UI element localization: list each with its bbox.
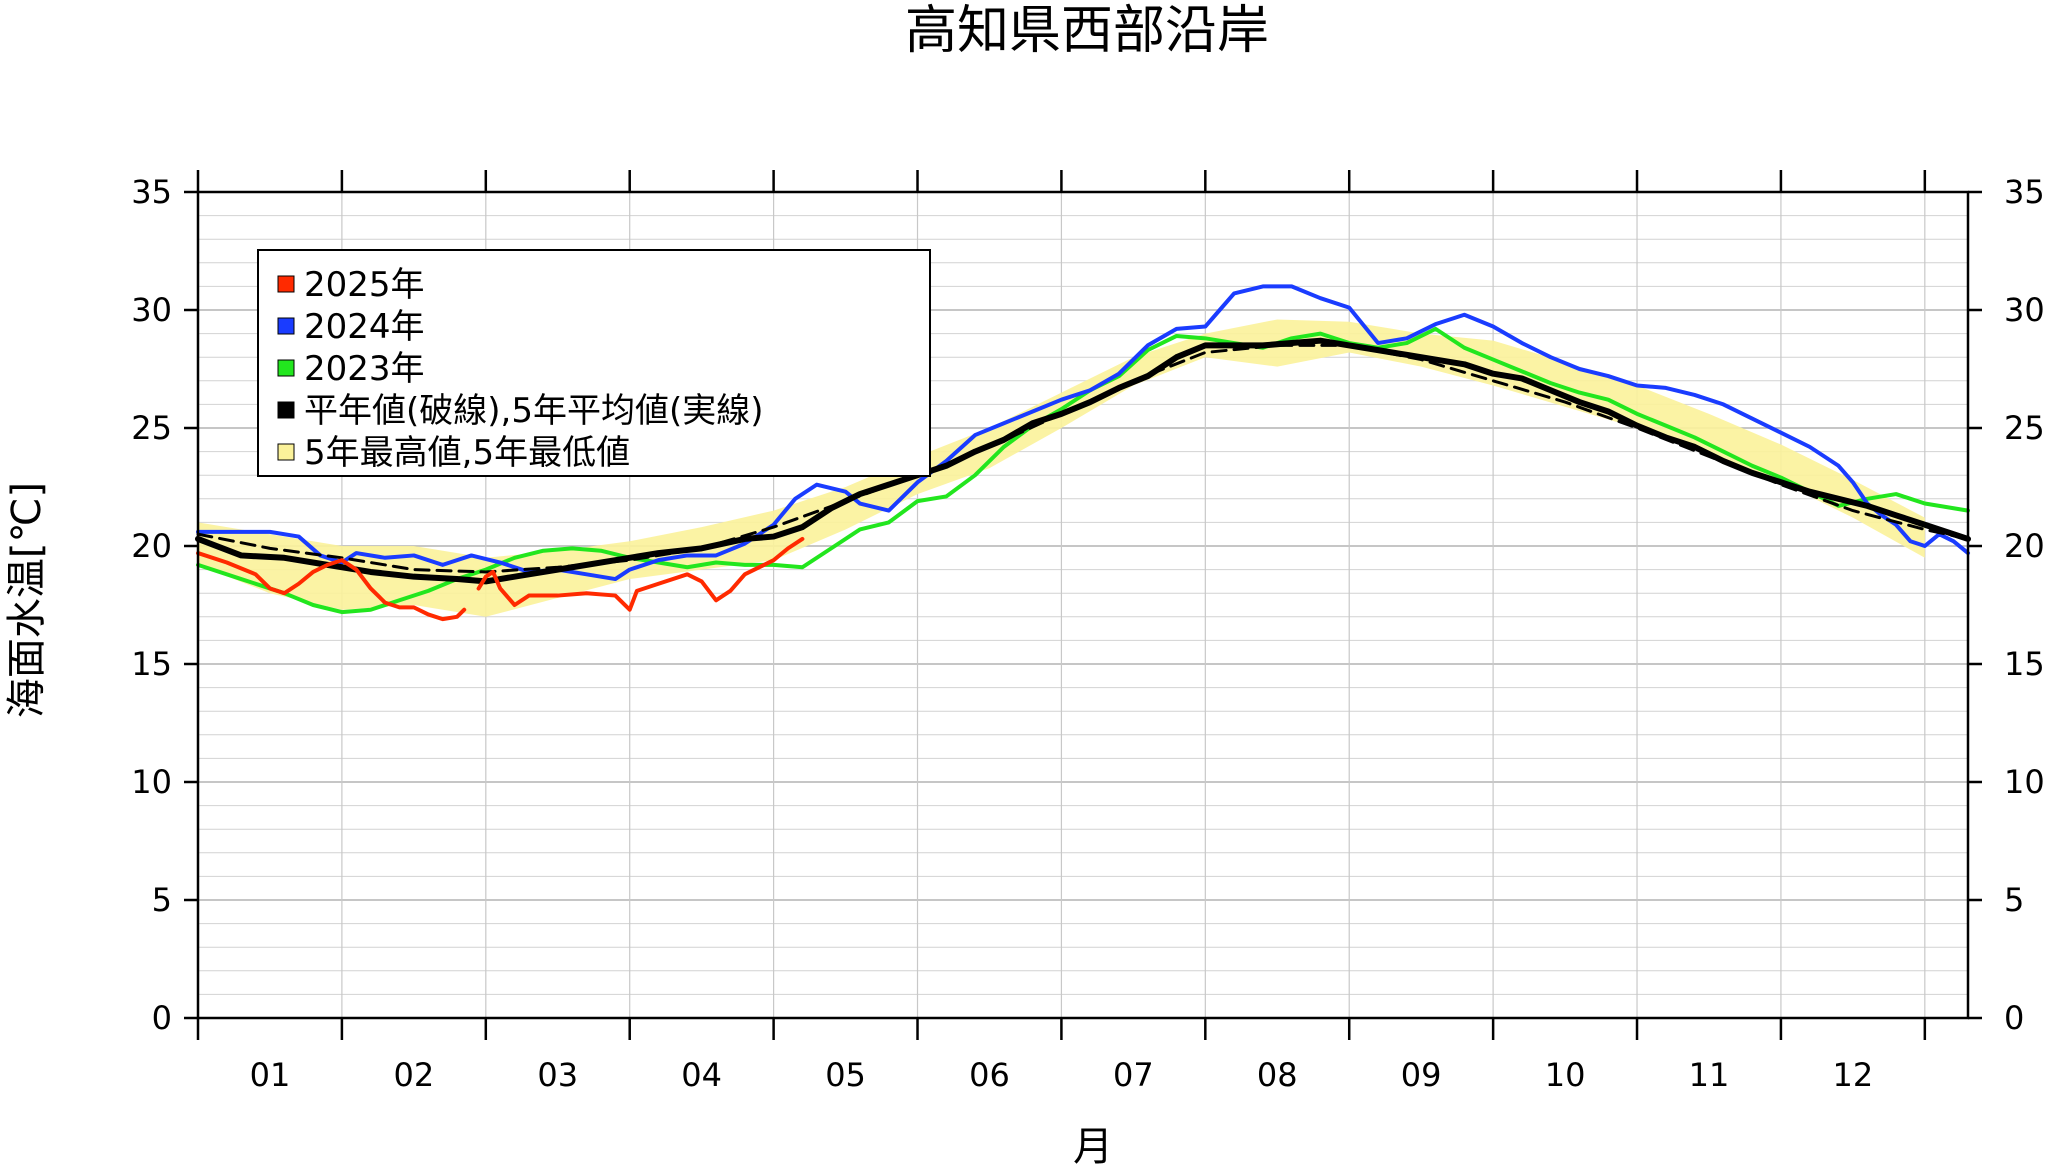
legend-label: 5年最高値,5年最低値 xyxy=(304,433,630,473)
y-tick-label-right: 30 xyxy=(2004,291,2045,329)
y-axis-left: 0 5 10 15 20 25 30 35 xyxy=(131,173,198,1037)
series-line-2024年 xyxy=(196,284,1970,582)
legend-label: 平年値(破線),5年平均値(実線) xyxy=(304,391,764,431)
y-tick-label-right: 5 xyxy=(2004,881,2024,919)
x-tick-label: 05 xyxy=(825,1056,866,1094)
y-axis-label: 海面水温[℃] xyxy=(4,482,50,718)
legend-swatch xyxy=(277,359,295,377)
series-line-2025年 xyxy=(196,551,467,622)
legend-label: 2025年 xyxy=(304,265,425,305)
y-tick-label-right: 20 xyxy=(2004,527,2045,565)
x-tick-label: 01 xyxy=(250,1056,291,1094)
x-tick-label: 12 xyxy=(1833,1056,1874,1094)
y-tick-label: 0 xyxy=(152,999,172,1037)
y-tick-label: 25 xyxy=(131,409,172,447)
y-tick-label: 35 xyxy=(131,173,172,211)
series-line-2025年 xyxy=(476,536,805,612)
y-tick-label-right: 25 xyxy=(2004,409,2045,447)
legend-swatch xyxy=(277,317,295,335)
y-tick-label: 15 xyxy=(131,645,172,683)
y-tick-label-right: 10 xyxy=(2004,763,2045,801)
x-tick-label: 04 xyxy=(681,1056,722,1094)
x-tick-label: 07 xyxy=(1113,1056,1154,1094)
y-tick-label: 10 xyxy=(131,763,172,801)
x-tick-label: 10 xyxy=(1545,1056,1586,1094)
y-tick-label-right: 15 xyxy=(2004,645,2045,683)
legend-swatch xyxy=(277,401,295,419)
y-tick-label: 5 xyxy=(152,881,172,919)
x-axis-label: 月 xyxy=(1073,1124,1113,1166)
legend-box xyxy=(257,249,931,477)
chart-title: 高知県西部沿岸 xyxy=(905,1,1269,61)
series-line-平年値 xyxy=(196,343,1970,574)
x-tick-label: 02 xyxy=(393,1056,434,1094)
five-year-range-band xyxy=(198,319,1925,617)
legend-label: 2023年 xyxy=(304,349,425,389)
series-layer xyxy=(195,284,1971,622)
legend: 2025年2024年2023年平年値(破線),5年平均値(実線)5年最高値,5年… xyxy=(257,249,931,477)
plot-border xyxy=(196,190,1970,1020)
y-tick-label-right: 35 xyxy=(2004,173,2045,211)
y-tick-label-right: 0 xyxy=(2004,999,2024,1037)
y-axis-right: 0 5 10 15 20 25 30 35 xyxy=(1968,173,2045,1037)
y-tick-label: 30 xyxy=(131,291,172,329)
x-tick-label: 09 xyxy=(1401,1056,1442,1094)
y-tick-label: 20 xyxy=(131,527,172,565)
legend-swatch xyxy=(277,275,295,293)
legend-label: 2024年 xyxy=(304,307,425,347)
legend-swatch xyxy=(277,443,295,461)
x-tick-label: 08 xyxy=(1257,1056,1298,1094)
x-tick-label: 03 xyxy=(537,1056,578,1094)
x-tick-label: 11 xyxy=(1689,1056,1730,1094)
x-axis: 01 02 03 04 05 06 07 08 09 10 11 12 xyxy=(196,170,1927,1094)
x-tick-label: 06 xyxy=(969,1056,1010,1094)
plot-frame xyxy=(196,190,1970,1020)
band-area xyxy=(198,319,1925,617)
